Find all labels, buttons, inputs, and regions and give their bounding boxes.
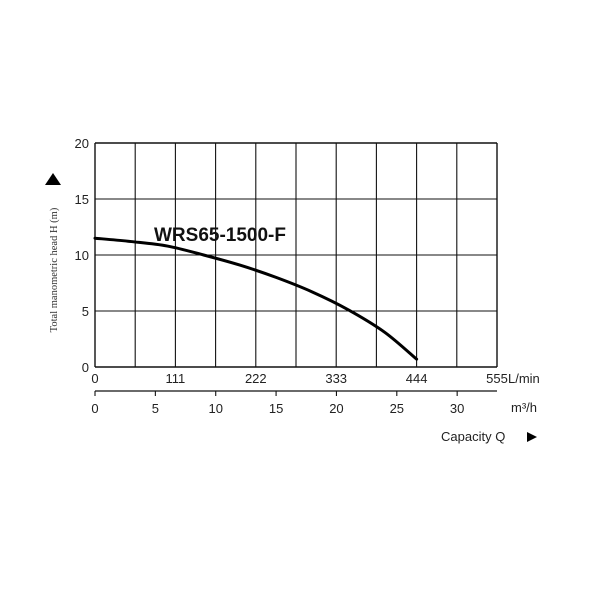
y-axis: 0 5 10 15 20	[75, 136, 89, 375]
capacity-label: Capacity Q	[441, 429, 505, 444]
x-axis-unit-lmin: L/min	[508, 371, 540, 386]
x-axis-lmin: 0 111 222 333 444 555	[91, 371, 507, 386]
x-tick-label-m3h: 10	[208, 401, 222, 416]
series-label: WRS65-1500-F	[154, 225, 286, 246]
y-tick-label: 0	[82, 360, 89, 375]
x-tick-label-lmin: 0	[91, 371, 98, 386]
x-axis-m3h: 0 5 10 15 20 25 30	[91, 390, 497, 416]
x-tick-label-m3h: 15	[269, 401, 283, 416]
y-tick-label: 10	[75, 248, 89, 263]
curve-layer	[93, 236, 419, 361]
x-axis-unit-m3h: m³/h	[511, 400, 537, 415]
x-tick-label-m3h: 25	[390, 401, 404, 416]
x-tick-label-m3h: 5	[152, 401, 159, 416]
x-tick-label-m3h: 30	[450, 401, 464, 416]
grid	[94, 142, 498, 368]
y-axis-arrow-icon	[45, 173, 61, 185]
x-tick-label-m3h: 20	[329, 401, 343, 416]
x-tick-label-lmin: 111	[166, 371, 186, 386]
y-tick-label: 15	[75, 192, 89, 207]
y-tick-label: 5	[82, 304, 89, 319]
series-line	[93, 236, 419, 361]
x-tick-label-lmin: 222	[245, 371, 267, 386]
x-tick-label-lmin: 444	[406, 371, 428, 386]
y-axis-label: Total manometric head H (m)	[49, 207, 60, 332]
x-tick-label-m3h: 0	[91, 401, 98, 416]
y-tick-label: 20	[75, 136, 89, 151]
x-tick-label-lmin: 333	[325, 371, 347, 386]
x-tick-label-lmin: 555	[486, 371, 508, 386]
x-axis-arrow-icon	[527, 432, 537, 442]
